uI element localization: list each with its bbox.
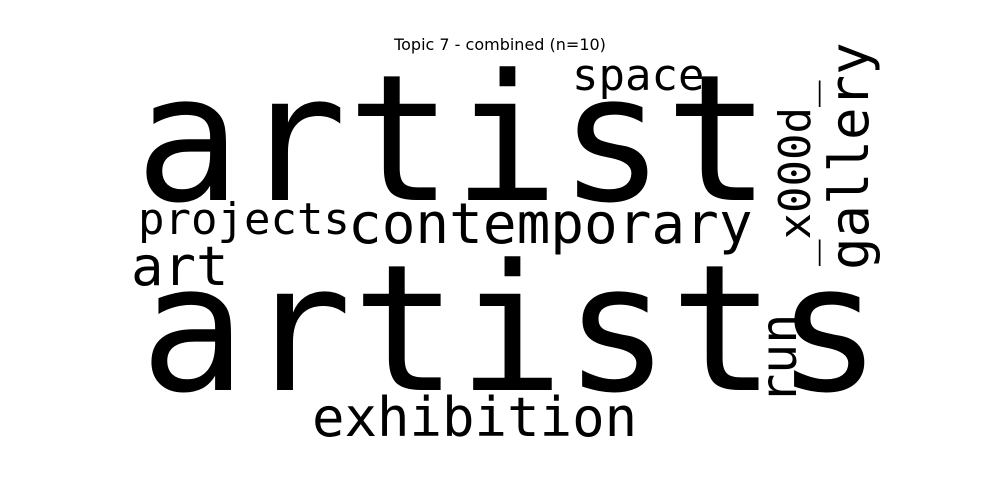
word-run: run: [750, 314, 808, 404]
word-art: art: [131, 235, 229, 298]
chart-title: Topic 7 - combined (n=10): [394, 35, 606, 54]
word-space: space: [572, 50, 704, 101]
word-artist: artist: [135, 37, 771, 242]
word-artists: artists: [140, 227, 882, 432]
word-x000d: _x000d_: [770, 80, 821, 266]
word-gallery: gallery: [818, 42, 881, 270]
word-exhibition: exhibition: [312, 386, 637, 449]
word-projects: projects: [138, 194, 350, 245]
word-contemporary: contemporary: [348, 192, 753, 257]
